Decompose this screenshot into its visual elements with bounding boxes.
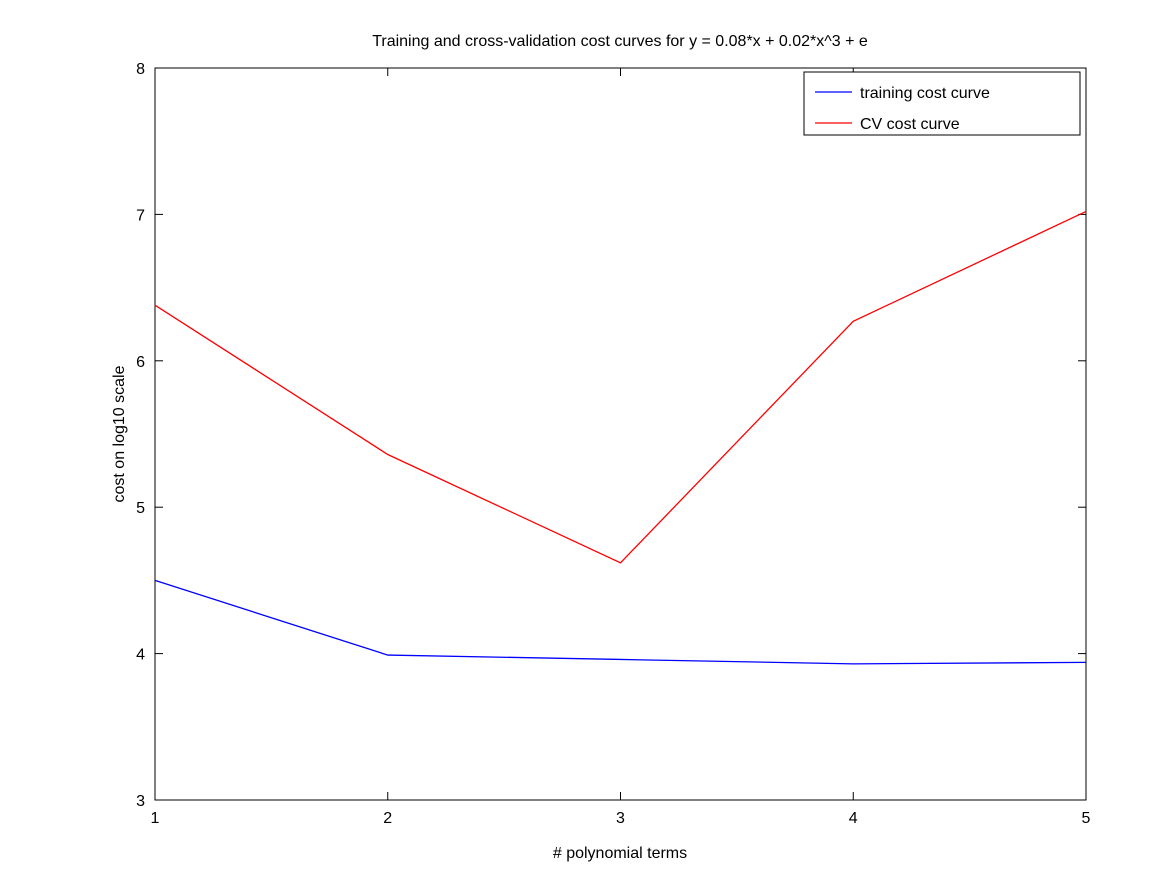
x-tick-label: 5 [1082,810,1091,827]
y-tick-label: 5 [136,500,145,517]
y-tick-label: 6 [136,354,145,371]
legend-label-cv: CV cost curve [860,116,960,133]
y-axis-label: cost on log10 scale [111,365,128,502]
legend: training cost curve CV cost curve [803,71,1081,136]
y-tick-label: 4 [136,647,145,664]
x-axis-ticks: 1 2 3 4 5 [151,68,1091,827]
y-tick-label: 8 [136,61,145,78]
legend-label-training: training cost curve [860,85,990,102]
x-tick-label: 1 [151,810,160,827]
x-tick-label: 3 [616,810,625,827]
y-axis-ticks: 3 4 5 6 7 8 [136,61,1086,810]
y-tick-label: 3 [136,793,145,810]
x-tick-label: 4 [849,810,858,827]
legend-box [803,71,1081,136]
plot-area: 1 2 3 4 5 3 4 5 6 7 8 [136,61,1090,827]
x-axis-label: # polynomial terms [553,845,687,862]
series-layer [154,210,1087,665]
y-tick-label: 7 [136,207,145,224]
chart-title: Training and cross-validation cost curve… [372,33,868,50]
x-tick-label: 2 [383,810,392,827]
